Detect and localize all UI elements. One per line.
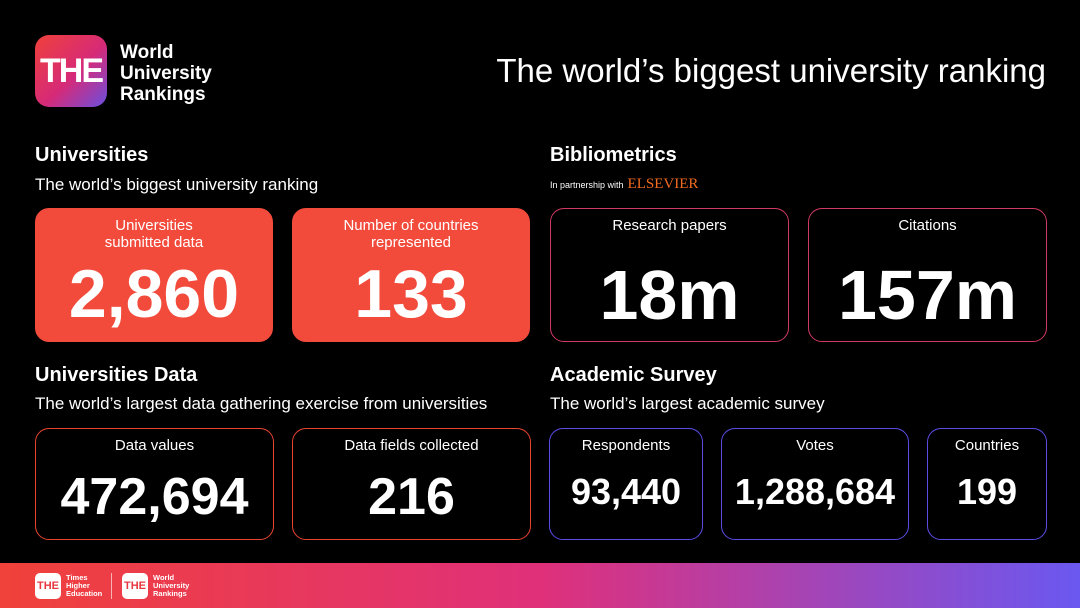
card-label: Data fields collected [344,437,479,454]
card-value: 2,860 [68,256,240,332]
stat-card: Universities submitted data 2,860 [35,208,273,342]
logo: THE [35,35,107,107]
card-value: 18m [599,256,740,334]
section-title: Academic Survey [550,364,717,386]
card-value: 1,288,684 [734,471,896,512]
card-label: Countries [954,437,1020,454]
section-subtitle: The world’s biggest university ranking [35,175,319,194]
footer-divider [111,573,112,599]
card-label: Research papers [612,217,727,234]
card-value: 157m [837,256,1018,334]
card-label: Data values [114,437,195,454]
footer-text: Times Higher Education [66,574,102,598]
section-title: Bibliometrics [550,144,677,166]
footer-line: Higher [66,581,90,590]
brand-line: World [120,42,174,63]
section-subtitle: The world’s largest data gathering exerc… [35,394,488,413]
card-value: 133 [354,256,468,332]
footer-logo: THE [122,573,148,599]
section-subtitle: The world’s largest academic survey [550,394,825,413]
partner: In partnership with ELSEVIER [550,176,698,193]
brand-line: Rankings [120,84,206,105]
footer-line: Education [66,589,103,598]
brand-line: University [120,63,212,84]
stat-card: Votes 1,288,684 [721,428,909,540]
footer-line: World [153,573,175,582]
section-title: Universities Data [35,364,198,386]
card-value: 93,440 [570,471,682,512]
footer-line: Rankings [153,589,187,598]
card-value: 216 [368,468,455,526]
brand: World University Rankings [120,42,212,105]
card-value: 199 [956,471,1018,512]
page-title: The world’s biggest university ranking [496,52,1046,89]
card-label: Number of countries represented [343,217,479,251]
card-label: Universities submitted data [104,217,204,251]
stat-card: Research papers 18m [550,208,789,342]
footer: THE Times Higher Education THE World Uni… [0,563,1080,608]
stat-card: Countries 199 [927,428,1047,540]
stat-card: Data fields collected 216 [292,428,531,540]
footer-logo: THE [35,573,61,599]
stat-card: Number of countries represented 133 [292,208,530,342]
footer-line: University [153,581,190,590]
partner-name: ELSEVIER [627,176,699,192]
card-label: Citations [898,217,957,234]
footer-line: Times [66,573,88,582]
section-title: Universities [35,144,149,166]
stat-card: Respondents 93,440 [549,428,703,540]
stat-card: Citations 157m [808,208,1047,342]
card-value: 472,694 [60,468,249,526]
partner-text: In partnership with [550,180,624,190]
card-label: Respondents [581,437,671,454]
card-label: Votes [796,437,834,454]
footer-text: World University Rankings [153,574,189,598]
stat-card: Data values 472,694 [35,428,274,540]
